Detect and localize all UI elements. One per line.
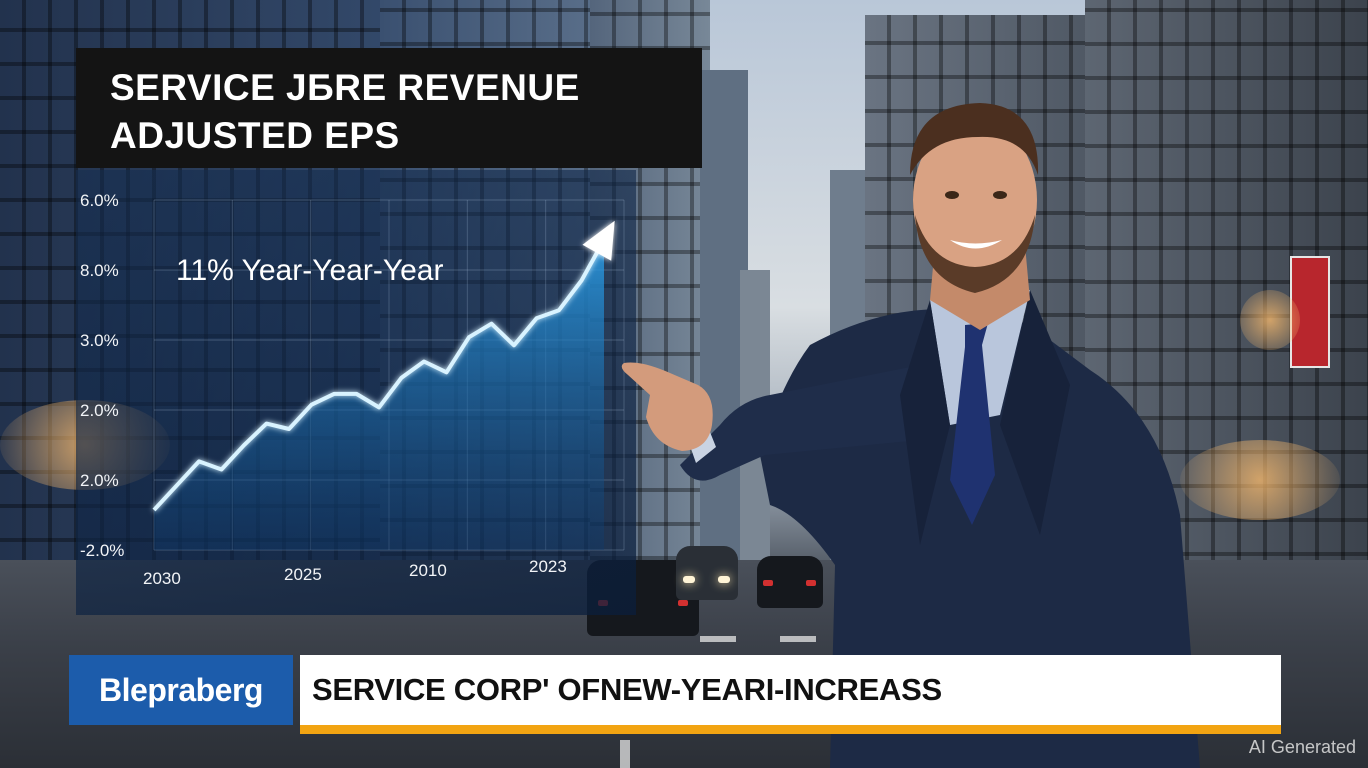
network-brand-block: Blepraberg	[69, 655, 293, 725]
street-light	[1180, 440, 1340, 520]
headline-box: SERVICE JБRE REVENUE ADJUSTED EPS	[76, 48, 702, 168]
pointing-arm	[680, 365, 920, 481]
chart-panel: 6.0% 8.0% 3.0% 2.0% 2.0% -2.0% 2030 2025 2010 202…	[76, 170, 636, 615]
lapel-left	[900, 300, 950, 545]
revenue-chart: 6.0% 8.0% 3.0% 2.0% 2.0% -2.0% 2030 2025 2010 202…	[80, 191, 625, 588]
lane-marking	[620, 740, 630, 768]
eye-right	[993, 191, 1007, 199]
eye-left	[945, 191, 959, 199]
tail-light	[678, 600, 688, 606]
y-tick-label: 8.0%	[80, 261, 119, 280]
face	[913, 118, 1037, 282]
lapel-right	[1000, 290, 1070, 535]
headline-line-1: SERVICE JБRE REVENUE	[110, 67, 580, 108]
x-tick-label: 2025	[284, 565, 322, 584]
x-tick-label: 2010	[409, 561, 447, 580]
lane-marking	[700, 636, 736, 642]
car	[676, 546, 738, 600]
series-area	[154, 240, 604, 550]
tail-light	[806, 580, 816, 586]
lower-third: Blepraberg SERVICE CORP' OFNEW-YEARI-INC…	[69, 655, 1281, 737]
headline-line-2: ADJUSTED EPS	[110, 115, 400, 156]
lane-marking	[780, 636, 816, 642]
series-line	[152, 239, 606, 512]
x-tick-label: 2023	[529, 557, 567, 576]
tail-light	[763, 580, 773, 586]
network-logo: Blepraberg	[99, 671, 263, 708]
street-light	[1240, 290, 1300, 350]
smile	[950, 240, 1002, 249]
pointing-hand	[621, 362, 713, 451]
news-anchor	[621, 103, 1200, 768]
y-tick-label: -2.0%	[80, 541, 124, 560]
ticker-bar: SERVICE CORP' OFNEW-YEARI-INCREASS	[300, 655, 1281, 725]
necktie	[950, 323, 995, 525]
ticker-accent-bar	[300, 725, 1281, 734]
y-tick-label: 3.0%	[80, 331, 119, 350]
y-tick-label: 2.0%	[80, 471, 119, 490]
building-right	[1085, 0, 1368, 620]
y-tick-label: 6.0%	[80, 191, 119, 210]
beard	[915, 215, 1035, 293]
street-banner	[1290, 256, 1330, 368]
trend-arrow-head	[582, 220, 615, 261]
head-light	[683, 576, 695, 583]
hair	[910, 103, 1039, 175]
ai-generated-watermark: AI Generated	[1248, 737, 1356, 757]
ticker-headline: SERVICE CORP' OFNEW-YEARI-INCREASS	[312, 672, 942, 707]
x-tick-label: 2030	[143, 569, 181, 588]
head-light	[718, 576, 730, 583]
chart-annotation: 11% Year-Year-Year	[176, 254, 443, 287]
y-tick-label: 2.0%	[80, 401, 119, 420]
